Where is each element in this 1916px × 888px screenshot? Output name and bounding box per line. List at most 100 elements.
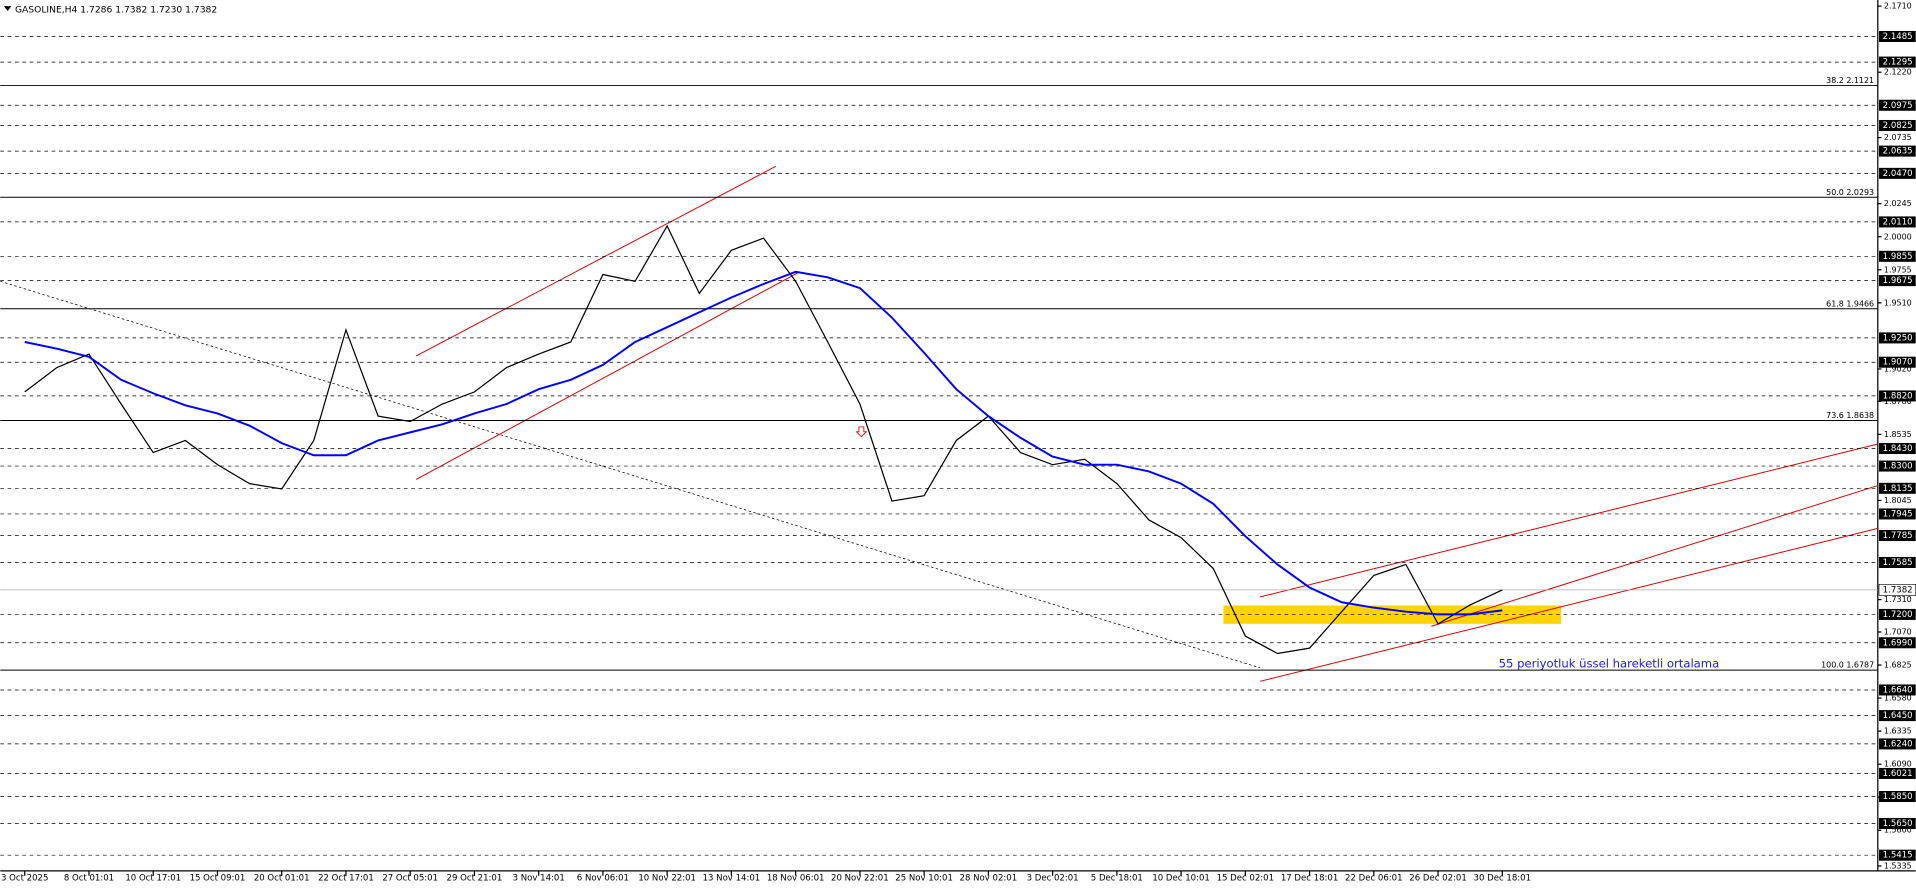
level-tag (1879, 849, 1916, 861)
x-tick-label: 25 Nov 10:01 (895, 874, 953, 884)
y-tick-label: 2.1710 (1884, 2, 1912, 11)
level-label: 1.7200 (1883, 610, 1913, 620)
x-tick-label: 26 Dec 02:01 (1409, 874, 1466, 884)
y-tick-label: 1.9510 (1884, 298, 1912, 307)
level-label: 1.5850 (1883, 792, 1913, 802)
x-tick-label: 10 Dec 10:01 (1152, 874, 1209, 884)
y-tick-label: 1.9755 (1884, 265, 1912, 274)
ema-line (24, 270, 1503, 616)
menu-triangle (3, 6, 12, 12)
channel-line (415, 272, 799, 480)
level-tag (1879, 167, 1916, 179)
channel-line (1259, 443, 1878, 598)
y-tick-label: 1.6580 (1884, 694, 1912, 703)
level-tag (1879, 145, 1916, 157)
level-tag (1879, 710, 1916, 722)
y-tick-label: 2.1220 (1884, 68, 1912, 77)
fib-label: 38.2 2.1121 (1826, 76, 1874, 85)
level-tag (1879, 56, 1916, 68)
x-tick-label: 20 Nov 22:01 (831, 874, 889, 884)
level-tag (1879, 508, 1916, 520)
chart-title: GASOLINE,H4 1.7286 1.7382 1.7230 1.7382 (15, 4, 217, 15)
price-line (24, 224, 1503, 655)
x-tick-label: 6 Nov 06:01 (577, 874, 629, 884)
fib-label: 61.8 1.9466 (1826, 299, 1874, 308)
level-tag (1879, 216, 1916, 228)
x-tick-label: 30 Dec 18:01 (1474, 874, 1531, 884)
x-tick-label: 18 Nov 06:01 (767, 874, 825, 884)
level-tag (1879, 530, 1916, 542)
y-tick-label: 1.6090 (1884, 760, 1912, 769)
level-label: 1.9675 (1883, 276, 1913, 286)
level-tag (1879, 390, 1916, 402)
level-tag (1879, 791, 1916, 803)
level-label: 2.0110 (1883, 217, 1913, 227)
level-tag (1879, 637, 1916, 649)
x-tick-label: 28 Nov 02:01 (960, 874, 1018, 884)
level-tag (1879, 119, 1916, 131)
channel-line (1431, 485, 1878, 627)
level-label: 1.8430 (1883, 444, 1913, 454)
x-tick-label: 15 Dec 02:01 (1217, 874, 1274, 884)
level-tag (1879, 684, 1916, 696)
level-tag (1879, 767, 1916, 779)
annotation: 55 periyotluk üssel hareketli ortalama (1499, 657, 1720, 671)
trend-line (0, 280, 1261, 669)
x-tick-label: 20 Oct 01:01 (254, 874, 310, 884)
x-tick-label: 13 Nov 14:01 (703, 874, 761, 884)
y-tick-label: 1.5335 (1884, 861, 1912, 870)
level-label: 1.8135 (1883, 484, 1913, 494)
level-tag (1879, 332, 1916, 344)
x-tick-label: 29 Oct 21:01 (447, 874, 503, 884)
y-tick-label: 1.7070 (1884, 627, 1912, 636)
x-tick-label: 3 Dec 02:01 (1027, 874, 1079, 884)
x-tick-label: 10 Nov 22:01 (638, 874, 696, 884)
x-tick-label: 17 Dec 18:01 (1281, 874, 1338, 884)
sell-arrow (855, 426, 868, 438)
y-tick-label: 1.6825 (1884, 661, 1912, 670)
y-tick-label: 2.0000 (1884, 232, 1912, 241)
level-tag (1879, 30, 1916, 42)
y-tick-label: 1.6335 (1884, 727, 1912, 736)
x-tick-label: 3 Oct 2025 (1, 874, 48, 884)
x-tick-label: 15 Oct 09:01 (190, 874, 246, 884)
y-tick-label: 2.0735 (1884, 133, 1912, 142)
y-tick-label: 1.7310 (1884, 595, 1912, 604)
fib-label: 50.0 2.0293 (1826, 188, 1874, 197)
level-label: 1.8300 (1883, 462, 1913, 472)
channel-line (1259, 527, 1878, 682)
x-tick-label: 8 Oct 01:01 (64, 874, 114, 884)
y-tick-label: 1.9020 (1884, 364, 1912, 373)
level-label: 2.1485 (1883, 32, 1913, 42)
support-zone (1223, 605, 1562, 624)
level-tag (1879, 460, 1916, 472)
level-tag (1879, 608, 1916, 620)
level-label: 1.6450 (1883, 711, 1913, 721)
level-label: 1.5415 (1883, 851, 1913, 861)
fib-label: 100.0 1.6787 (1821, 661, 1874, 670)
level-label: 1.9855 (1883, 252, 1913, 262)
level-tag (1879, 443, 1916, 455)
x-tick-label: 22 Dec 06:01 (1345, 874, 1402, 884)
level-tag (1879, 482, 1916, 494)
x-tick-label: 3 Nov 14:01 (513, 874, 565, 884)
level-label: 1.9070 (1883, 358, 1913, 368)
y-tick-label: 1.5600 (1884, 826, 1912, 835)
level-label: 2.1295 (1883, 58, 1913, 68)
level-tag (1879, 99, 1916, 111)
level-label: 1.6990 (1883, 638, 1913, 648)
x-tick-label: 27 Oct 05:01 (382, 874, 438, 884)
channel-line (415, 165, 776, 357)
level-label: 1.6021 (1883, 769, 1913, 779)
y-tick-label: 1.8535 (1884, 430, 1912, 439)
level-label: 1.6240 (1883, 739, 1913, 749)
level-label: 1.7785 (1883, 531, 1913, 541)
level-label: 2.0470 (1883, 169, 1913, 179)
x-tick-label: 5 Dec 18:01 (1091, 874, 1143, 884)
y-tick-label: 2.0245 (1884, 199, 1912, 208)
last-price-label: 1.7382 (1883, 585, 1913, 595)
level-tag (1879, 817, 1916, 830)
level-label: 1.7945 (1883, 509, 1913, 519)
